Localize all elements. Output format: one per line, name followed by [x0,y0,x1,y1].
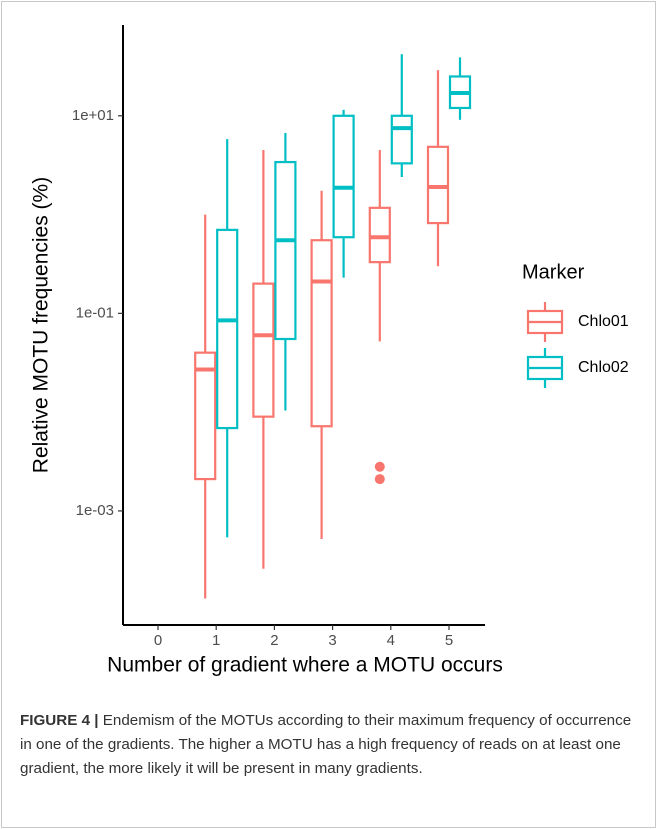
y-tick-label: 1e-03 [76,502,114,519]
x-tick-label: 2 [270,632,278,649]
caption: FIGURE 4 | Endemism of the MOTUs accordi… [20,709,645,781]
legend-label: Chlo02 [578,359,629,376]
box [274,160,297,341]
x-tick-label: 4 [387,632,395,649]
x-axis-title: Number of gradient where a MOTU occurs [107,654,503,677]
box [426,145,450,225]
y-tick-label: 1e-01 [76,304,114,321]
box [332,114,355,239]
box [216,228,239,430]
x-tick-label: 1 [212,632,220,649]
box [194,351,217,481]
chart: Relative MOTU frequencies (%) Number of … [30,25,629,677]
outlier [374,461,385,472]
outlier [374,474,385,485]
box [368,206,391,264]
x-tick-label: 5 [445,632,453,649]
y-axis-title: Relative MOTU frequencies (%) [30,177,53,473]
box [310,239,333,428]
caption-text: Endemism of the MOTUs according to their… [20,712,632,777]
caption-label: FIGURE 4 | [20,712,99,729]
box [252,282,275,418]
x-tick-label: 3 [328,632,336,649]
y-tick-label: 1e+01 [72,107,114,124]
legend-label: Chlo01 [578,313,629,330]
legend-title: Marker [522,261,585,283]
x-tick-label: 0 [154,632,162,649]
box [390,114,413,165]
